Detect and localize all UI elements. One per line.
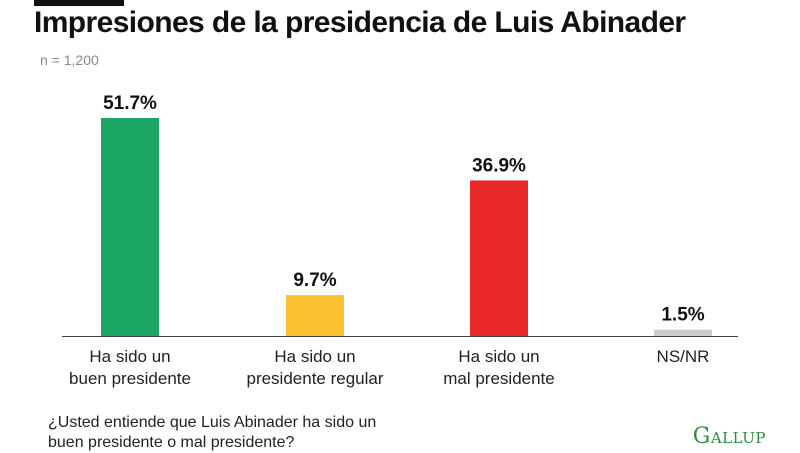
bar-2 <box>286 295 344 336</box>
chart-title: Impresiones de la presidencia de Luis Ab… <box>34 6 686 39</box>
category-label-4-line-1: NS/NR <box>657 347 710 366</box>
bar-value-label-3: 36.9% <box>472 155 526 176</box>
bar-4 <box>654 329 712 336</box>
bar-1 <box>101 118 159 336</box>
survey-question: ¿Usted entiende que Luis Abinader ha sid… <box>48 414 377 451</box>
title-rule <box>34 0 124 6</box>
bar-3 <box>470 180 528 336</box>
sample-size-note: n = 1,200 <box>40 52 99 68</box>
category-label-3-line-2: mal presidente <box>443 369 555 388</box>
bar-value-label-1: 51.7% <box>103 93 157 114</box>
category-label-2-line-2: presidente regular <box>246 369 383 388</box>
bar-value-label-4: 1.5% <box>661 305 704 326</box>
category-label-1-line-2: buen presidente <box>69 369 191 388</box>
category-label-1-line-1: Ha sido un <box>89 347 170 366</box>
bar-value-label-2: 9.7% <box>293 270 336 291</box>
gallup-logo: Gallup <box>692 424 766 449</box>
category-label-2-line-1: Ha sido un <box>274 347 355 366</box>
category-label-3-line-1: Ha sido un <box>458 347 539 366</box>
